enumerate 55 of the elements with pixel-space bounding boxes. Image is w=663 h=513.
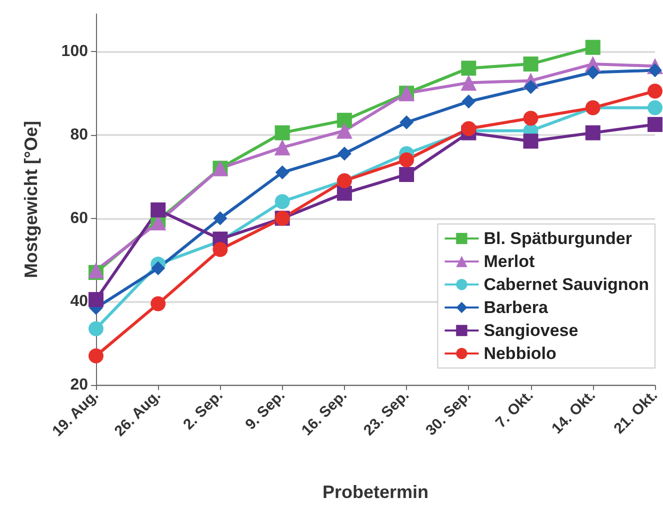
point xyxy=(585,125,600,140)
legend-label: Barbera xyxy=(484,298,548,317)
legend-label: Nebbiolo xyxy=(484,344,556,363)
point xyxy=(585,40,600,55)
point xyxy=(150,202,166,218)
point xyxy=(274,194,290,210)
point xyxy=(88,348,104,364)
x-tick-label: 30. Sep. xyxy=(422,386,475,440)
legend-label: Cabernet Sauvignon xyxy=(484,275,650,294)
point xyxy=(274,125,290,140)
legend-label: Merlot xyxy=(484,252,536,271)
y-tick-label: 40 xyxy=(70,293,88,310)
point xyxy=(336,122,352,139)
point xyxy=(523,110,538,126)
x-tick-label: 9. Sep. xyxy=(242,386,288,434)
point xyxy=(586,65,600,80)
x-tick-label: 26. Aug. xyxy=(111,386,164,440)
y-tick-label: 80 xyxy=(70,126,88,144)
legend-label: Sangiovese xyxy=(484,321,578,340)
x-tick-label: 14. Okt. xyxy=(548,386,599,438)
point xyxy=(336,112,352,128)
x-axis-title: Probetermin xyxy=(322,482,429,502)
point xyxy=(648,63,662,78)
x-tick-label: 21. Okt. xyxy=(610,386,662,438)
point xyxy=(88,292,104,308)
point xyxy=(212,242,228,258)
point xyxy=(150,296,166,312)
point xyxy=(88,321,104,336)
x-tick-label: 7. Okt. xyxy=(492,386,537,432)
y-tick-label: 20 xyxy=(70,376,88,394)
y-axis-title: Mostgewicht [°Oe] xyxy=(21,120,41,278)
point xyxy=(336,186,352,201)
point xyxy=(462,94,476,109)
point xyxy=(274,139,290,156)
point xyxy=(460,74,477,91)
x-tick-label: 16. Sep. xyxy=(298,386,350,440)
y-tick-label: 100 xyxy=(61,43,88,60)
point xyxy=(648,116,662,132)
point xyxy=(399,152,414,168)
x-tick-label: 2. Sep. xyxy=(180,386,226,434)
y-tick-label: 60 xyxy=(70,210,88,227)
point xyxy=(523,56,538,72)
point xyxy=(648,100,662,116)
point xyxy=(461,60,476,76)
point xyxy=(275,165,290,180)
point xyxy=(648,84,662,99)
point xyxy=(400,115,414,130)
point xyxy=(213,211,228,226)
point xyxy=(399,166,414,182)
point xyxy=(524,80,538,94)
x-tick-label: 23. Sep. xyxy=(360,386,413,440)
point xyxy=(151,261,166,276)
point xyxy=(337,146,352,161)
legend-label: Bl. Spätburgunder xyxy=(484,229,632,248)
point xyxy=(523,134,538,149)
